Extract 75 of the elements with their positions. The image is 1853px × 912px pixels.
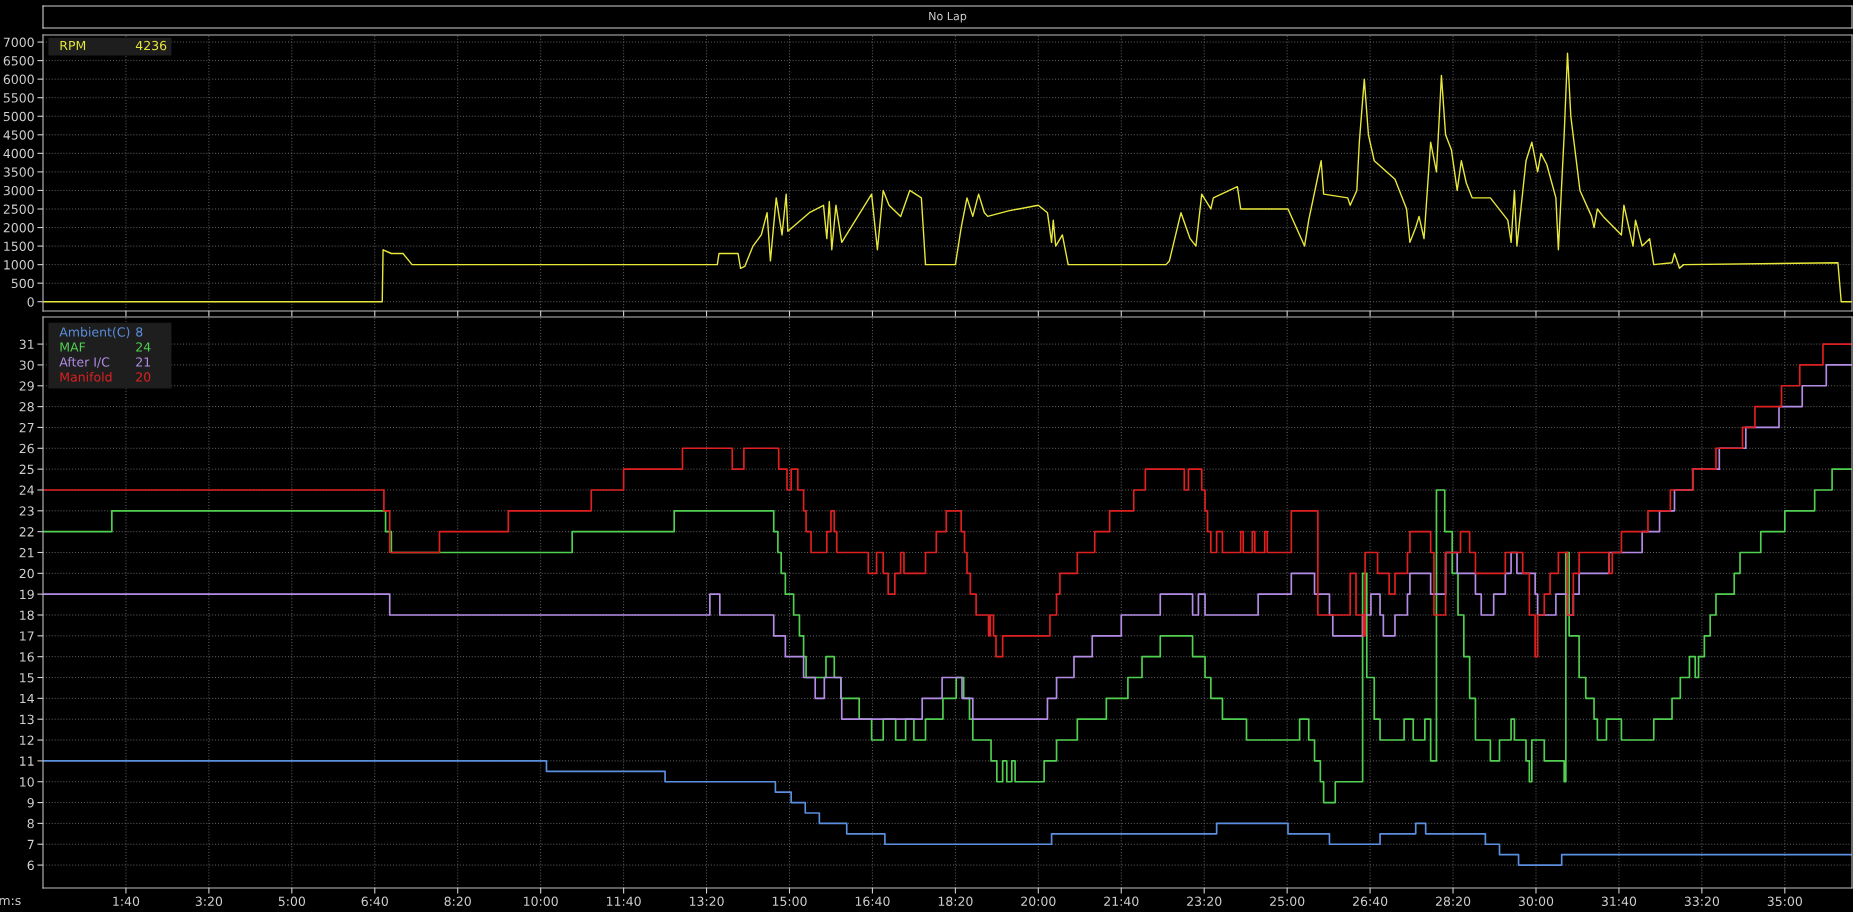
y-tick-label: 13: [20, 714, 34, 725]
y-tick-label: 12: [20, 735, 34, 745]
y-tick-label: 17: [20, 631, 34, 641]
y-tick-label: 28: [19, 402, 34, 412]
y-tick-label: 14: [20, 694, 34, 704]
annotation: 20: [136, 372, 151, 382]
line-series: [43, 52, 1852, 303]
y-tick-label: 6500: [3, 56, 34, 66]
annotation: 4236: [135, 40, 167, 51]
y-tick-label: 26: [19, 443, 34, 454]
y-tick-label: 0: [27, 297, 34, 307]
y-tick-label: 6000: [3, 74, 34, 85]
x-tick-label: 8:20: [444, 896, 471, 907]
x-tick-label: 28:20: [1435, 896, 1471, 907]
text: Manifold: [60, 372, 112, 382]
y-tick-label: 18: [20, 610, 34, 620]
y-tick-label: 4500: [3, 130, 34, 140]
annotation: 24: [136, 342, 151, 352]
text: After I/C: [59, 357, 110, 368]
x-tick-label: 16:40: [855, 896, 890, 907]
y-tick-label: 500: [11, 278, 34, 289]
y-tick-label: 4000: [3, 148, 34, 159]
y-tick-label: 21: [19, 547, 34, 558]
y-tick-label: 31: [19, 339, 34, 350]
y-tick-label: 8: [27, 818, 34, 829]
y-tick-label: 29: [19, 381, 34, 391]
text: MAF: [60, 342, 86, 352]
x-tick-label: 13:20: [689, 896, 724, 907]
x-tick-label: 21:40: [1104, 896, 1139, 907]
x-tick-label: 26:40: [1353, 896, 1388, 907]
y-tick-label: 5000: [3, 111, 34, 122]
text: Ambient(C): [59, 327, 130, 339]
y-tick-label: 20: [19, 568, 34, 579]
y-tick-label: 15: [20, 673, 34, 683]
x-tick-label: 10:00: [524, 896, 558, 907]
y-tick-label: 2500: [3, 204, 34, 214]
x-axis-title: m:s: [0, 897, 21, 906]
y-tick-label: 10: [20, 777, 34, 787]
x-tick-label: 3:20: [195, 896, 223, 907]
y-tick-label: 6: [27, 860, 34, 870]
text: No Lap: [929, 11, 967, 23]
y-tick-label: 22: [19, 527, 34, 537]
y-tick-label: 5500: [3, 93, 34, 103]
x-tick-label: 18:20: [938, 896, 973, 907]
y-tick-label: 7000: [3, 37, 34, 47]
x-tick-label: 1:40: [113, 896, 140, 907]
y-tick-label: 24: [19, 485, 34, 495]
x-tick-label: 35:00: [1767, 896, 1802, 907]
y-tick-label: 1500: [4, 241, 34, 252]
y-tick-label: 19: [20, 589, 34, 600]
y-tick-label: 27: [19, 422, 34, 433]
x-tick-label: 30:00: [1518, 896, 1554, 907]
x-tick-label: 15:00: [772, 896, 807, 907]
y-tick-label: 30: [19, 360, 34, 370]
x-tick-label: 5:00: [278, 896, 306, 907]
x-tick-label: 25:00: [1270, 896, 1305, 907]
x-tick-label: 33:20: [1684, 896, 1720, 907]
y-tick-label: 3500: [3, 167, 34, 177]
y-tick-label: 16: [20, 652, 34, 662]
y-tick-label: 7: [27, 839, 34, 849]
x-tick-label: 23:20: [1187, 896, 1222, 907]
x-tick-label: 6:40: [361, 896, 388, 907]
x-tick-label: 20:00: [1021, 896, 1056, 907]
y-tick-label: 1000: [4, 260, 34, 270]
y-tick-label: 11: [20, 756, 34, 766]
y-tick-label: 3000: [3, 185, 34, 196]
y-tick-label: 25: [19, 464, 34, 475]
annotation: 21: [136, 357, 151, 367]
y-tick-label: 23: [19, 506, 34, 516]
y-tick-label: 9: [27, 798, 34, 808]
y-tick-label: 2000: [3, 223, 34, 233]
x-tick-label: 31:40: [1601, 896, 1637, 907]
annotation: 8: [136, 327, 143, 337]
x-tick-label: 11:40: [606, 896, 641, 907]
text: RPM: [60, 40, 86, 51]
